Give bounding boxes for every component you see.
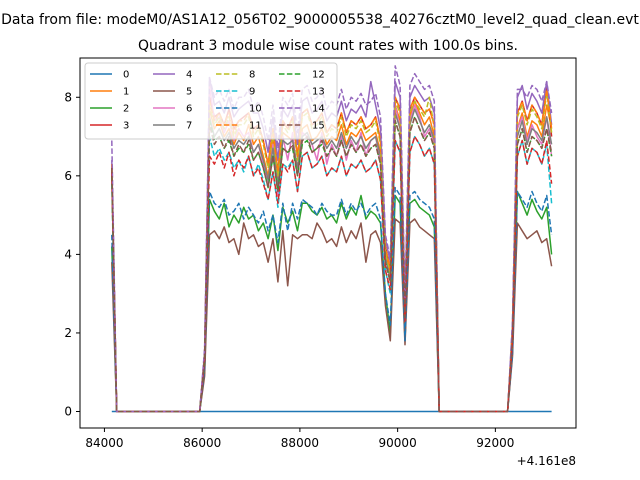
x-axis: 84000 86000 88000 90000 92000 — [85, 428, 514, 450]
x-tick-label: 86000 — [183, 436, 221, 450]
y-tick-label: 2 — [64, 326, 72, 340]
legend-label-13: 13 — [312, 87, 325, 98]
legend-label-0: 0 — [123, 70, 129, 81]
legend-label-11: 11 — [249, 121, 262, 132]
legend-label-2: 2 — [123, 104, 129, 115]
legend-label-1: 1 — [123, 87, 129, 98]
series-line-15 — [111, 116, 553, 413]
series-line-13 — [111, 135, 553, 413]
x-tick-label: 92000 — [476, 436, 514, 450]
legend-label-14: 14 — [312, 104, 325, 115]
x-axis-offset-label: +4.161e8 — [517, 454, 576, 468]
x-tick-label: 90000 — [379, 436, 417, 450]
legend-box — [84, 62, 338, 140]
legend-label-8: 8 — [249, 70, 255, 81]
y-tick-label: 8 — [64, 90, 72, 104]
axes-frame — [79, 57, 577, 429]
series-line-12 — [111, 116, 553, 413]
y-tick-label: 6 — [64, 169, 72, 183]
legend-label-4: 4 — [186, 70, 192, 81]
legend-label-6: 6 — [186, 104, 192, 115]
y-axis: 0 2 4 6 8 — [64, 90, 80, 419]
legend-label-3: 3 — [123, 121, 129, 132]
x-tick-label: 88000 — [281, 436, 319, 450]
legend-label-15: 15 — [312, 121, 325, 132]
y-tick-label: 0 — [64, 405, 72, 419]
y-tick-label: 4 — [64, 247, 72, 261]
legend-label-7: 7 — [186, 121, 192, 132]
figure-suptitle: Data from file: modeM0/AS1A12_056T02_900… — [1, 12, 639, 28]
legend-label-12: 12 — [312, 70, 325, 81]
legend-label-9: 9 — [249, 87, 255, 98]
x-tick-label: 84000 — [85, 436, 123, 450]
chart-title: Quadrant 3 module wise count rates with … — [138, 38, 518, 54]
legend-label-10: 10 — [249, 104, 262, 115]
legend-label-5: 5 — [186, 87, 192, 98]
